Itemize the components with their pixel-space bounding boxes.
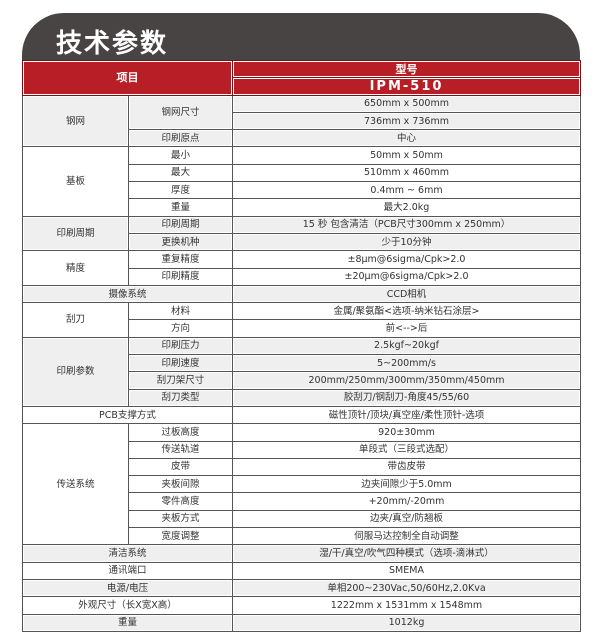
param-value: 650mm x 500mm [232,94,581,113]
param-value: 金属/聚氨酯<选项-纳米钻石涂层> [232,302,581,321]
table-row: 更换机种 少于10分钟 [23,232,581,252]
table-row: 重量 最大2.0kg [23,198,581,217]
param-value: ±8μm@6sigma/Cpk>2.0 [232,250,581,269]
param-name: 过板高度 [128,423,233,442]
table-row: 传送轨道 单段式（三段式选配） [23,440,581,459]
param-value: 920±30mm [232,423,581,442]
group-label: 印刷周期 [22,215,129,252]
table-row: 736mm x 736mm [23,111,581,131]
param-value: 带齿皮带 [232,457,581,477]
param-name: 重复精度 [128,250,233,269]
param-value: 边夹间隙少于5.0mm [232,475,581,494]
param-value: 510mm x 460mm [232,163,581,183]
table-row: 印刷精度 ±20μm@6sigma/Cpk>2.0 [23,267,581,286]
param-value: 0.4mm ~ 6mm [232,181,581,200]
param-value: 200mm/250mm/300mm/350mm/450mm [232,371,581,390]
param-value: 1012kg [232,613,581,632]
param-name: 印刷精度 [128,267,233,286]
param-name: 印刷速度 [128,354,233,373]
header-model: IPM-510 [232,77,581,96]
header-model-label: 型号 [232,59,581,79]
param-name: 刮刀架尺寸 [128,371,233,390]
group-label: PCB支撑方式 [22,405,233,425]
param-value: 胶刮刀/钢刮刀-角度45/55/60 [232,388,581,407]
table-row: 印刷参数 印刷压力 2.5kgf~20kgf [22,336,581,407]
param-value: 磁性顶针/顶块/真空座/柔性顶针-选项 [232,405,581,425]
param-value: 736mm x 736mm [232,111,581,131]
param-value: 湿/干/真空/吹气四种模式（选项-滴淋式） [232,544,581,563]
group-label: 重量 [22,613,233,632]
group-label: 电源/电压 [22,578,233,598]
param-name: 更换机种 [128,232,233,252]
table-row: 传送系统 过板高度 920±30mm [22,423,581,546]
param-value: 边夹/真空/防翘板 [232,509,581,529]
param-value: 中心 [232,129,581,148]
group-label: 钢网 [22,94,129,148]
title-banner: 技术参数 [22,13,580,61]
table-row: 刮刀类型 胶刮刀/钢刮刀-角度45/55/60 [23,388,581,407]
table-row: 通讯端口 SMEMA [22,561,581,580]
param-name: 夹板间隙 [128,475,233,494]
param-name: 材料 [128,302,233,321]
param-name: 印刷周期 [128,215,233,234]
group-label: 精度 [22,250,129,286]
param-name: 最小 [128,146,233,165]
group-label: 清洁系统 [22,544,233,563]
param-value: +20mm/-20mm [232,492,581,511]
param-name: 钢网尺寸 [128,94,233,131]
table-row: 刮刀 材料 金属/聚氨酯<选项-纳米钻石涂层> [22,302,581,338]
table-row: 重量 1012kg [22,613,581,632]
table-row: 电源/电压 单相200~230Vac,50/60Hz,2.0Kva [22,578,581,598]
table-row: 清洁系统 湿/干/真空/吹气四种模式（选项-滴淋式） [22,544,581,563]
param-value: 50mm x 50mm [232,146,581,165]
param-name: 传送轨道 [128,440,233,459]
table-row: 厚度 0.4mm ~ 6mm [23,181,581,200]
param-value: ±20μm@6sigma/Cpk>2.0 [232,267,581,286]
spec-table: 项目 型号 IPM-510 钢网 钢网尺寸 650mm x 500mm 736mm x… [22,59,581,632]
group-label: 外观尺寸（长X宽X高） [22,596,233,615]
group-label: 刮刀 [22,302,129,338]
param-value: 少于10分钟 [232,232,581,252]
param-name: 宽度调整 [128,527,233,546]
table-row: 摄像系统 CCD相机 [22,284,581,304]
param-name: 厚度 [128,181,233,200]
group-label: 基板 [22,146,129,217]
group-label: 传送系统 [22,423,129,546]
param-name: 夹板方式 [128,509,233,529]
param-name: 皮带 [128,457,233,477]
param-value: 2.5kgf~20kgf [232,336,581,356]
table-row: 印刷周期 印刷周期 15 秒 包含清洁（PCB尺寸300mm x 250mm） [22,215,581,252]
param-value: 1222mm x 1531mm x 1548mm [232,596,581,615]
param-name: 最大 [128,163,233,183]
param-name: 印刷原点 [128,129,233,148]
param-value: SMEMA [232,561,581,580]
param-value: 单段式（三段式选配） [232,440,581,459]
group-label: 印刷参数 [22,336,129,407]
group-label: 摄像系统 [22,284,233,304]
param-value: 单相200~230Vac,50/60Hz,2.0Kva [232,578,581,598]
table-row: 最大 510mm x 460mm [23,163,581,183]
param-name: 零件高度 [128,492,233,511]
param-name: 刮刀类型 [128,388,233,407]
param-name: 印刷压力 [128,336,233,356]
table-row: 宽度调整 伺服马达控制全自动调整 [23,527,581,546]
param-value: 前<-->后 [232,319,581,338]
param-value: CCD相机 [232,284,581,304]
param-value: 最大2.0kg [232,198,581,217]
table-row: PCB支撑方式 磁性顶针/顶块/真空座/柔性顶针-选项 [22,405,581,425]
table-row: 精度 重复精度 ±8μm@6sigma/Cpk>2.0 [22,250,581,286]
param-value: 5~200mm/s [232,354,581,373]
table-row: 基板 最小 50mm x 50mm [22,146,581,217]
param-value: 伺服马达控制全自动调整 [232,527,581,546]
header-item: 项目 [22,60,233,96]
param-name: 方向 [128,319,233,338]
table-row: 外观尺寸（长X宽X高） 1222mm x 1531mm x 1548mm [22,596,581,615]
table-row: 钢网 钢网尺寸 650mm x 500mm [22,94,581,148]
param-name: 重量 [128,198,233,217]
table-row: 印刷速度 5~200mm/s [23,354,581,373]
param-value: 15 秒 包含清洁（PCB尺寸300mm x 250mm） [232,215,581,234]
group-label: 通讯端口 [22,561,233,580]
page-title: 技术参数 [56,29,169,59]
